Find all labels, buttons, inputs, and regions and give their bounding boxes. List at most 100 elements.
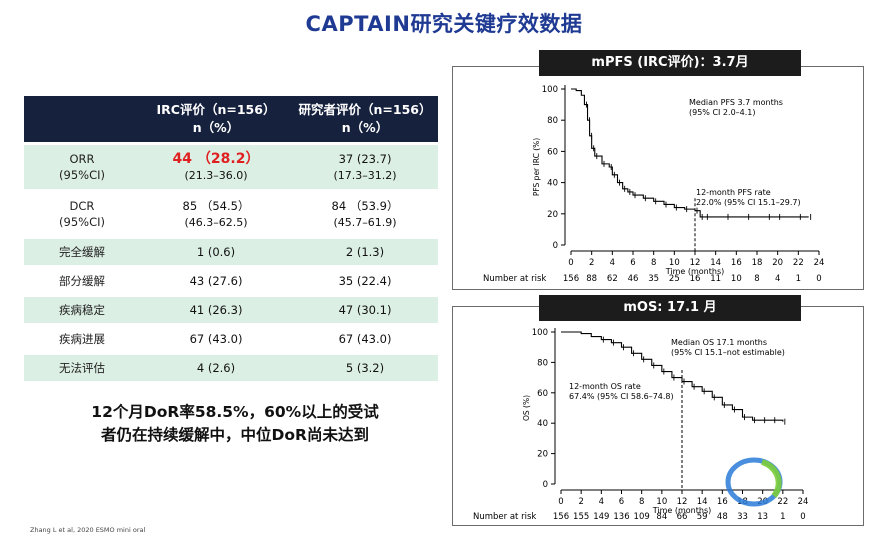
at-risk-value: 16 xyxy=(690,274,701,284)
y-tick-label: 0 xyxy=(543,480,548,490)
median-annotation: Median OS 17.1 months xyxy=(671,338,767,347)
at-risk-value: 136 xyxy=(613,512,629,522)
x-tick-label: 6 xyxy=(630,258,635,268)
orr-highlight-value: 44 （28.2） xyxy=(172,150,260,167)
slide-title: CAPTAIN研究关键疗效数据 xyxy=(305,12,583,36)
x-tick-label: 18 xyxy=(752,258,763,268)
summary-text: 12个月DoR率58.5%，60%以上的受试 者仍在持续缓解中，中位DoR尚未达到 xyxy=(91,403,379,444)
at-risk-value: 1 xyxy=(780,512,785,522)
x-tick-label: 8 xyxy=(651,258,656,268)
x-tick-label: 16 xyxy=(717,497,728,507)
y-tick-label: 60 xyxy=(547,147,558,157)
y-tick-label: 40 xyxy=(547,179,558,189)
y-tick-label: 40 xyxy=(537,419,548,429)
at-risk-value: 66 xyxy=(677,512,688,522)
at-risk-label: Number at risk xyxy=(483,274,546,284)
x-tick-label: 20 xyxy=(772,258,783,268)
x-tick-label: 2 xyxy=(589,258,594,268)
twelve-month-annotation: 12-month PFS rate xyxy=(696,188,771,197)
x-tick-label: 10 xyxy=(669,258,680,268)
at-risk-value: 156 xyxy=(563,274,579,284)
response-table: IRC评价（n=156） n（%） 研究者评价（n=156） n（%） ORR (95… xyxy=(24,96,438,381)
median-annotation: Median PFS 3.7 months xyxy=(689,98,783,107)
pfs-chart-panel xyxy=(452,66,864,290)
logo-mark-icon xyxy=(725,457,783,507)
row-label: 无法评估 xyxy=(24,355,140,381)
os-chart-title: mOS: 17.1 月 xyxy=(539,295,801,321)
median-ci-annotation: (95% CI 15.1–not estimable) xyxy=(671,348,785,357)
x-tick-label: 0 xyxy=(558,497,563,507)
twelve-month-ci-annotation: 67.4% (95% CI 58.6–74.8) xyxy=(569,392,674,401)
cell-investigator: 67 (43.0) xyxy=(338,332,392,346)
pfs-km-chart: 0204060801000156288462646835102512161411… xyxy=(483,85,825,284)
y-tick-label: 100 xyxy=(532,328,548,338)
at-risk-value: 88 xyxy=(586,274,597,284)
x-tick-label: 2 xyxy=(578,497,583,507)
at-risk-value: 48 xyxy=(717,512,728,522)
at-risk-label: Number at risk xyxy=(473,512,536,522)
table-row-ne: 无法评估 4 (2.6) 5 (3.2) xyxy=(24,355,438,381)
cell-investigator: 84 （53.9） (45.7–61.9) xyxy=(331,198,399,229)
y-tick-label: 100 xyxy=(542,85,558,95)
x-tick-label: 6 xyxy=(619,497,624,507)
x-tick-label: 10 xyxy=(656,497,667,507)
x-tick-label: 14 xyxy=(710,258,721,268)
x-tick-label: 8 xyxy=(639,497,644,507)
table-row-orr: ORR (95%CI) 44 （28.2） (21.3–36.0) 37 (23.7… xyxy=(24,145,438,189)
at-risk-value: 1 xyxy=(796,274,801,284)
at-risk-value: 8 xyxy=(754,274,759,284)
x-tick-label: 0 xyxy=(568,258,573,268)
y-axis-label: OS (%) xyxy=(522,395,531,421)
table-row-dcr: DCR (95%CI) 85 （54.5） (46.3–62.5) 84 （53.9… xyxy=(24,192,438,236)
x-tick-label: 24 xyxy=(814,258,825,268)
at-risk-value: 10 xyxy=(731,274,742,284)
at-risk-value: 62 xyxy=(607,274,618,284)
survival-curve xyxy=(561,331,784,422)
twelve-month-annotation: 12-month OS rate xyxy=(569,382,641,391)
at-risk-value: 0 xyxy=(816,274,821,284)
cell-investigator: 37 (23.7) (17.3–31.2) xyxy=(292,145,438,189)
table-header-investigator: 研究者评价（n=156） n（%） xyxy=(292,96,438,142)
cell-irc: 85 （54.5） (46.3–62.5) xyxy=(182,198,250,229)
row-label: 疾病稳定 xyxy=(24,297,140,323)
at-risk-value: 109 xyxy=(634,512,650,522)
at-risk-value: 25 xyxy=(669,274,680,284)
at-risk-value: 155 xyxy=(573,512,589,522)
x-tick-label: 4 xyxy=(610,258,615,268)
survival-curve xyxy=(571,88,809,218)
at-risk-value: 0 xyxy=(800,512,805,522)
cell-irc: 67 (43.0) xyxy=(189,332,243,346)
x-tick-label: 12 xyxy=(690,258,701,268)
x-axis-label: Time (months) xyxy=(652,506,712,515)
at-risk-value: 11 xyxy=(710,274,721,284)
row-label: ORR (95%CI) xyxy=(24,145,140,189)
median-ci-annotation: (95% CI 2.0–4.1) xyxy=(689,108,756,117)
at-risk-value: 84 xyxy=(656,512,667,522)
table-row-pd: 疾病进展 67 (43.0) 67 (43.0) xyxy=(24,326,438,352)
cell-investigator: 2 (1.3) xyxy=(292,239,438,265)
cell-irc: 41 (26.3) xyxy=(140,297,292,323)
table-row-cr: 完全缓解 1 (0.6) 2 (1.3) xyxy=(24,239,438,265)
cell-irc: 44 （28.2） (21.3–36.0) xyxy=(140,145,292,189)
at-risk-value: 59 xyxy=(697,512,708,522)
y-tick-label: 20 xyxy=(537,450,548,460)
table-row-pr: 部分缓解 43 (27.6) 35 (22.4) xyxy=(24,268,438,294)
at-risk-value: 46 xyxy=(628,274,639,284)
at-risk-value: 13 xyxy=(757,512,768,522)
x-tick-label: 22 xyxy=(793,258,804,268)
x-tick-label: 12 xyxy=(677,497,688,507)
row-label: 部分缓解 xyxy=(59,274,105,288)
y-tick-label: 0 xyxy=(553,241,558,251)
twelve-month-ci-annotation: 22.0% (95% CI 15.1–29.7) xyxy=(696,198,801,207)
x-tick-label: 24 xyxy=(798,497,809,507)
y-axis-label: PFS per IRC (%) xyxy=(532,138,541,196)
at-risk-value: 149 xyxy=(593,512,609,522)
x-tick-label: 16 xyxy=(731,258,742,268)
cell-irc: 1 (0.6) xyxy=(140,239,292,265)
os-km-chart: 0204060801000156215541496136810910841266… xyxy=(473,328,809,522)
cell-irc: 43 (27.6) xyxy=(189,274,243,288)
os-chart-panel xyxy=(452,306,864,526)
table-row-sd: 疾病稳定 41 (26.3) 47 (30.1) xyxy=(24,297,438,323)
cell-investigator: 47 (30.1) xyxy=(292,297,438,323)
at-risk-value: 35 xyxy=(648,274,659,284)
